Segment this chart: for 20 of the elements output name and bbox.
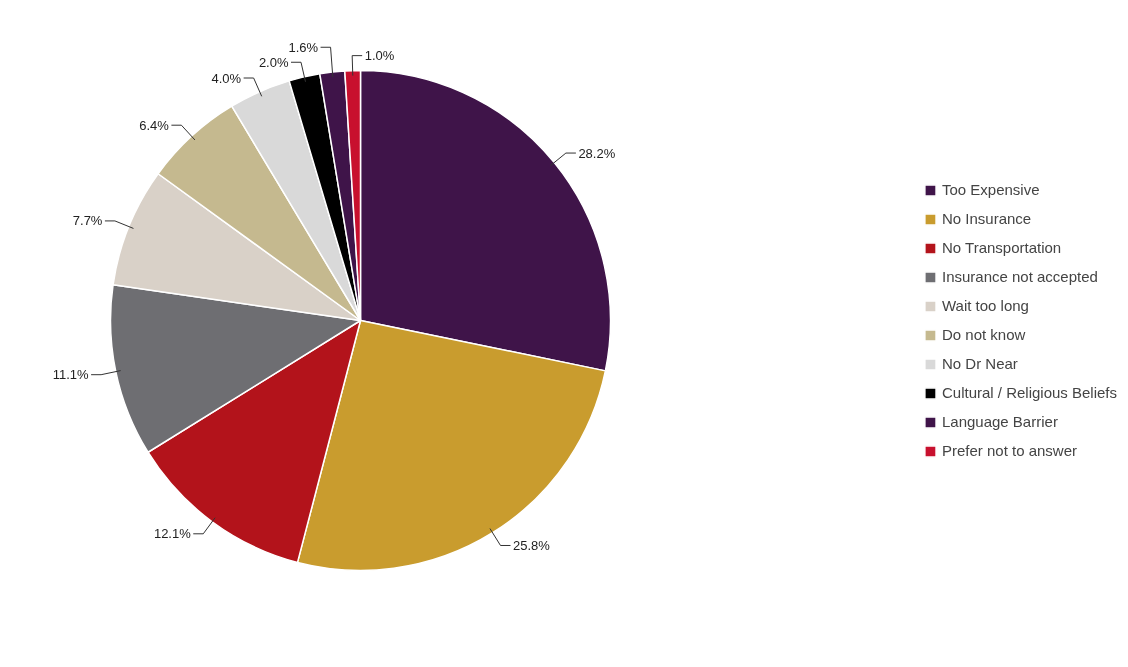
legend-label: Language Barrier: [941, 413, 1058, 430]
data-label: 11.1%: [52, 367, 90, 383]
legend-label: No Insurance: [941, 210, 1032, 227]
legend-label: No Dr Near: [941, 355, 1018, 372]
legend-label: Too Expensive: [941, 181, 1040, 198]
data-label: 2.0%: [258, 54, 289, 70]
data-label: 28.2%: [578, 145, 616, 161]
data-label: 1.6%: [288, 39, 319, 55]
legend-label: Do not know: [941, 326, 1026, 343]
legend-label: Insurance not accepted: [941, 268, 1098, 285]
data-label: 4.0%: [211, 70, 242, 86]
data-label: 7.7%: [72, 213, 103, 229]
data-label: 6.4%: [139, 117, 170, 133]
legend-label: Wait too long: [941, 297, 1029, 314]
data-label: 12.1%: [153, 526, 192, 542]
data-label: 25.8%: [513, 538, 551, 553]
legend-label: Cultural / Religious Beliefs: [941, 384, 1118, 401]
data-label: 1.0%: [364, 48, 395, 64]
legend-label: No Transportation: [941, 239, 1062, 256]
legend-label: Prefer not to answer: [941, 442, 1078, 459]
